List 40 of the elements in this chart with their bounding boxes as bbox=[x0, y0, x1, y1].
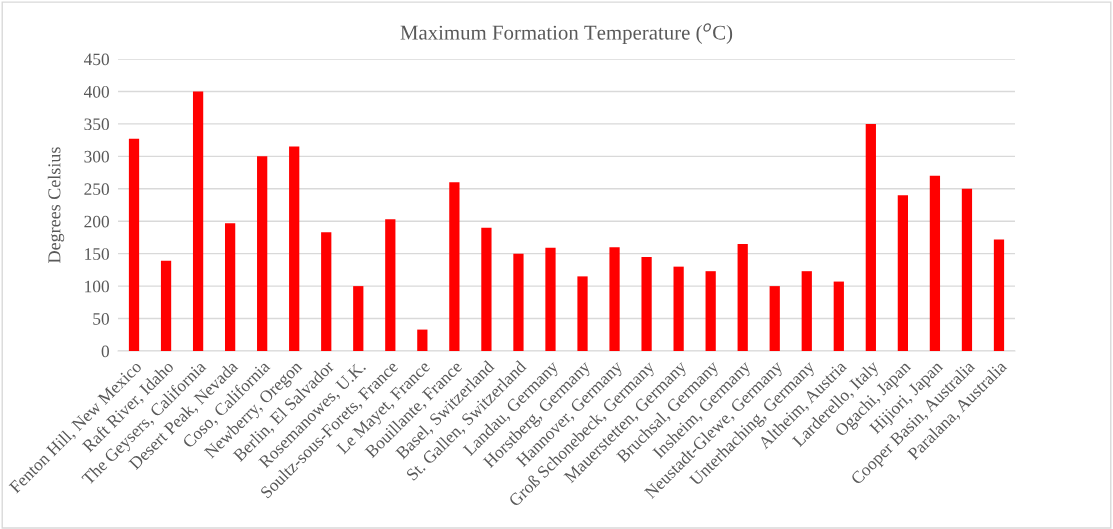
bar bbox=[417, 329, 428, 351]
bar bbox=[897, 195, 908, 351]
y-tick-label: 250 bbox=[84, 183, 109, 195]
bar bbox=[609, 247, 620, 351]
y-axis-title: Degrees Celsius bbox=[47, 147, 65, 263]
bar bbox=[769, 286, 780, 351]
bar bbox=[865, 123, 876, 351]
bar bbox=[801, 271, 812, 351]
bar bbox=[225, 223, 236, 351]
bar bbox=[961, 188, 973, 351]
bar bbox=[257, 156, 268, 351]
bar bbox=[353, 286, 364, 351]
bar bbox=[481, 227, 492, 351]
bar bbox=[449, 182, 460, 351]
y-tick-label: 50 bbox=[93, 313, 109, 325]
y-tick-label: 350 bbox=[84, 118, 109, 131]
bar bbox=[833, 281, 844, 351]
bar bbox=[929, 175, 941, 351]
bar bbox=[192, 91, 204, 351]
bar bbox=[385, 219, 396, 351]
bar bbox=[993, 239, 1005, 351]
bar bbox=[321, 232, 332, 351]
y-tick-label: 150 bbox=[85, 248, 109, 260]
bar bbox=[289, 146, 300, 351]
bar bbox=[545, 247, 556, 351]
bar bbox=[160, 260, 172, 351]
y-tick-label: 0 bbox=[101, 345, 109, 358]
bar bbox=[577, 276, 588, 351]
y-tick-label: 450 bbox=[83, 53, 109, 66]
bar bbox=[705, 271, 716, 351]
y-tick-label: 200 bbox=[84, 215, 109, 228]
bar bbox=[513, 253, 524, 351]
bar bbox=[641, 256, 652, 351]
bar bbox=[737, 243, 748, 351]
chart-title: Maximum Formation Temperature ($^{o}$C) bbox=[400, 23, 733, 44]
y-tick-label: 400 bbox=[83, 85, 109, 98]
y-tick-label: 300 bbox=[84, 150, 109, 163]
bar bbox=[673, 266, 684, 351]
bar bbox=[128, 138, 140, 351]
y-tick-label: 100 bbox=[85, 280, 109, 293]
